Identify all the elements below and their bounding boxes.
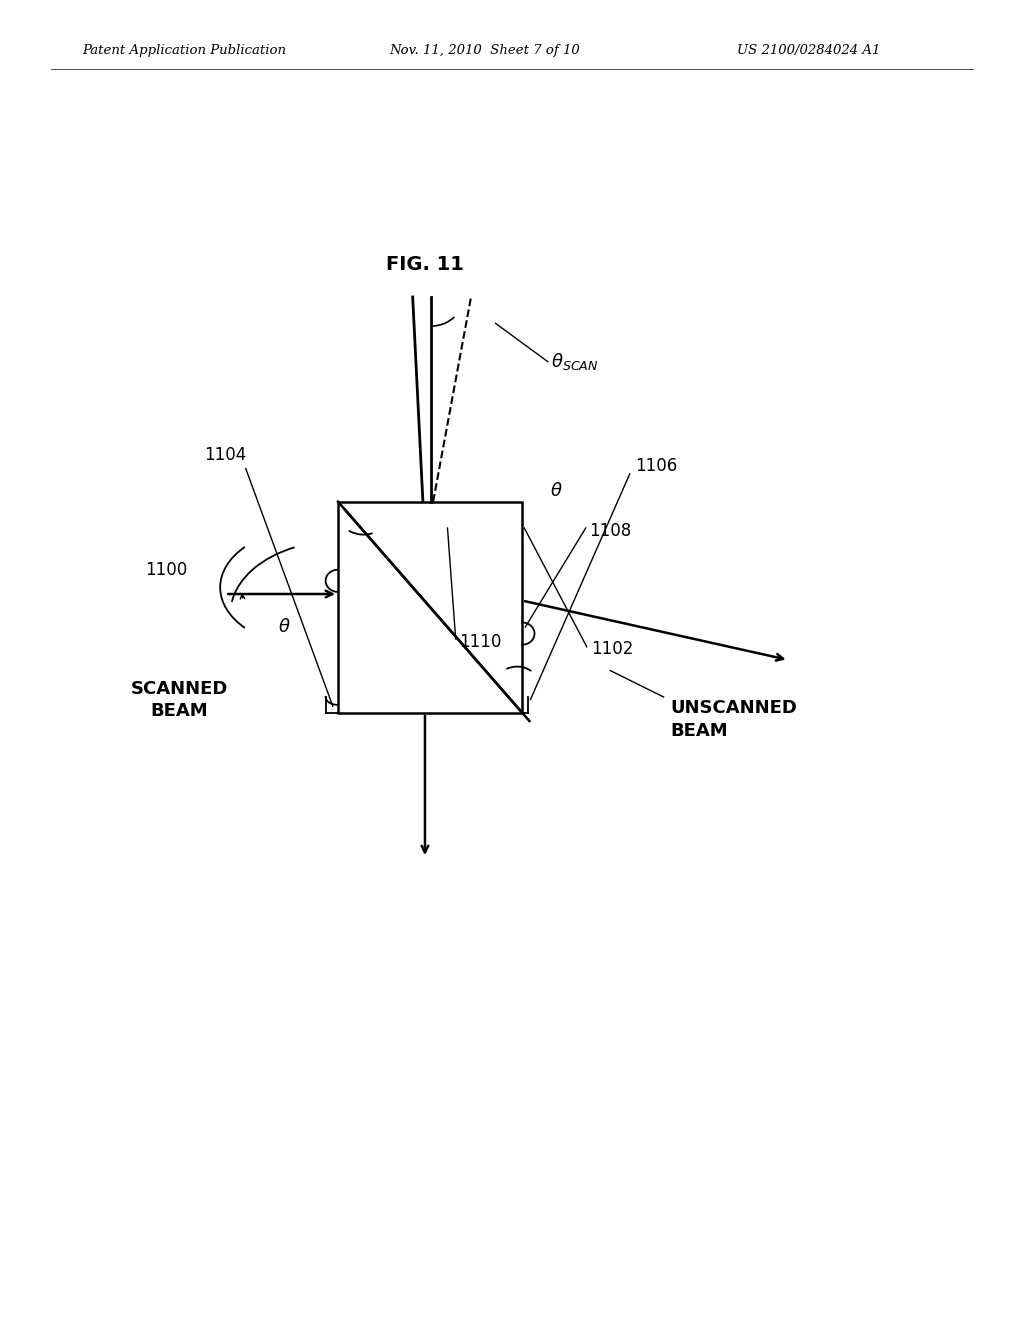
Text: SCANNED
BEAM: SCANNED BEAM	[130, 680, 228, 719]
Text: FIG. 11: FIG. 11	[386, 255, 464, 273]
Text: 1110: 1110	[459, 632, 501, 651]
Text: UNSCANNED
BEAM: UNSCANNED BEAM	[671, 700, 798, 739]
Text: 1108: 1108	[589, 521, 631, 540]
Text: $\theta_{SCAN}$: $\theta_{SCAN}$	[551, 351, 598, 372]
Bar	[338, 502, 522, 713]
Text: 1104: 1104	[204, 446, 247, 465]
Text: $\theta$: $\theta$	[279, 618, 291, 636]
Text: Patent Application Publication: Patent Application Publication	[82, 44, 286, 57]
Text: Nov. 11, 2010  Sheet 7 of 10: Nov. 11, 2010 Sheet 7 of 10	[389, 44, 580, 57]
Text: 1100: 1100	[144, 561, 187, 579]
Text: 1106: 1106	[635, 457, 677, 475]
Text: 1102: 1102	[591, 640, 633, 659]
Text: $\theta$: $\theta$	[550, 482, 562, 500]
Text: US 2100/0284024 A1: US 2100/0284024 A1	[737, 44, 881, 57]
